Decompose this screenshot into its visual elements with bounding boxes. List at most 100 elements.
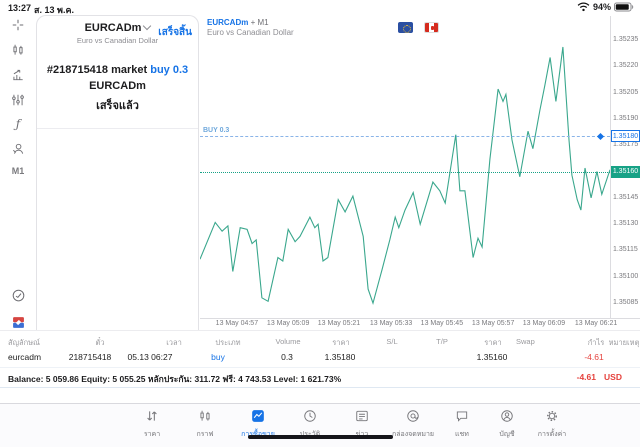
status-date: ส. 13 พ.ค. [34,5,74,15]
price-tick-label: 1.35145 [613,193,639,201]
cell-profit: -4.61 [584,352,604,362]
account-summary-bar: Balance: 5 059.86 Equity: 5 055.25 หลักป… [0,367,640,388]
cell-symbol: eurcadm [8,352,42,362]
current-price-box: 1.35160 [611,165,640,178]
col-volume[interactable]: Volume [275,337,301,346]
time-tick-label: 13 May 05:45 [420,320,464,327]
done-button[interactable]: เสร็จสิ้น [158,27,192,38]
time-axis-line [200,318,640,319]
symbol-flag-icon[interactable] [0,316,36,329]
nav-item-chart[interactable]: กราฟ [170,409,240,440]
col-time[interactable]: เวลา [166,338,182,347]
trade-chart-icon [252,410,264,422]
price-tick-label: 1.35100 [613,272,639,280]
buy-price-box: 1.35180 [611,130,640,143]
col-ticket[interactable]: ตั๋ว [95,338,105,347]
price-tick-label: 1.35115 [613,246,638,254]
col-type[interactable]: ประเภท [215,338,241,347]
time-tick-label: 13 May 06:21 [574,320,618,327]
mailbox-at-icon [407,410,419,422]
price-tick-label: 1.35175 [613,141,639,149]
chart-subtitle: Euro vs Canadian Dollar [207,28,294,37]
timeframe-button[interactable]: M1 [11,166,25,176]
settings-gear-icon [547,411,557,421]
drawing-tools-icon[interactable] [0,142,36,156]
nav-item-mailbox[interactable]: กล่องจดหมาย [378,409,448,440]
account-summary-text: Balance: 5 059.86 Equity: 5 055.25 หลักป… [8,374,342,384]
nav-item-history[interactable]: ประวัติ [275,409,345,440]
battery-icon [614,2,634,12]
col-swap[interactable]: Swap [516,337,535,346]
positions-table: สัญลักษณ์ ตั๋ว เวลา ประเภท Volume ราคา S… [0,330,640,368]
price-tick-label: 1.35190 [613,114,639,122]
time-tick-label: 13 May 05:33 [369,320,413,327]
nav-item-chat[interactable]: แชท [427,409,497,440]
history-clock-icon[interactable] [0,288,36,303]
order-result-symbol: EURCADm [89,80,146,92]
indicators-icon[interactable] [0,68,36,82]
col-tp[interactable]: T/P [436,337,448,346]
col-price-current[interactable]: ราคา [484,338,502,347]
price-tick-label: 1.35085 [613,299,639,307]
objects-icon[interactable] [0,93,36,107]
chart-candles-icon [200,410,210,421]
col-comment[interactable]: หมายเหตุ [608,338,640,347]
price-axis-line [610,16,611,318]
col-symbol[interactable]: สัญลักษณ์ [8,338,41,347]
chart-title: EURCADm + M1 [207,18,269,27]
cell-time: 05.13 06:27 [127,352,173,362]
time-tick-label: 13 May 04:57 [215,320,259,327]
account-currency: USD [604,372,622,382]
order-result-message: #218715418 market buy 0.3 EURCADm เสร็จแ… [37,64,198,129]
cell-price-open: 1.35180 [324,352,356,362]
price-tick-label: 1.35205 [613,88,639,96]
current-price-line [200,171,610,173]
time-tick-label: 13 May 05:21 [317,320,361,327]
order-result-panel: EURCADm Euro vs Canadian Dollar เสร็จสิ้… [36,15,199,330]
col-profit[interactable]: กำไร [587,338,605,347]
candlestick-type-icon[interactable] [0,43,36,57]
panel-symbol-selector[interactable]: EURCADm [37,21,198,34]
time-tick-label: 13 May 05:57 [471,320,515,327]
buy-order-line[interactable] [200,136,610,138]
nav-item-account[interactable]: บัญชี [472,409,542,440]
eu-flag-icon [398,22,413,33]
nav-item-settings[interactable]: การตั้งค่า [517,409,587,440]
home-indicator[interactable] [248,435,393,439]
price-tick-label: 1.35130 [613,220,639,228]
price-tick-label: 1.35235 [613,35,639,43]
nav-item-trade[interactable]: การซื้อขาย [223,409,293,440]
battery-percent: 94% [592,2,611,12]
chart-plot-area[interactable]: BUY 0.3 [200,30,610,318]
function-icon[interactable]: ƒ [15,117,21,131]
cell-volume: 0.3 [281,352,293,362]
news-icon [356,410,368,422]
clock-time: 13:27 [8,3,32,13]
cell-price-current: 1.35160 [476,352,508,362]
chat-bubble-icon [456,411,468,422]
status-bar: 13:27 ส. 13 พ.ค. 94% [0,0,640,16]
nav-item-news[interactable]: ข่าว [327,409,397,440]
col-price-open[interactable]: ราคา [332,338,350,347]
order-result-status: เสร็จแล้ว [96,100,139,112]
col-sl[interactable]: S/L [386,337,398,346]
history-clock-icon [304,410,316,422]
buy-order-label: BUY 0.3 [203,127,230,135]
nav-item-quotes[interactable]: ราคา [117,409,187,440]
crosshair-icon[interactable] [0,18,36,32]
account-person-icon [501,410,513,422]
price-chart[interactable]: EURCADm + M1 Euro vs Canadian Dollar BUY… [200,16,640,330]
order-result-line: #218715418 market buy 0.3 [46,64,189,76]
cell-ticket: 218715418 [68,352,112,362]
row-divider [0,367,640,368]
chart-toolbar: ƒ M1 [0,16,36,330]
quotes-arrows-icon [147,411,157,421]
time-tick-label: 13 May 06:09 [522,320,566,327]
chevron-down-icon [143,21,152,31]
price-line-chart [200,46,610,305]
panel-symbol-subtitle: Euro vs Canadian Dollar [76,36,159,45]
cell-type: buy [211,352,225,362]
canada-flag-icon [424,22,439,33]
time-tick-label: 13 May 05:09 [266,320,310,327]
